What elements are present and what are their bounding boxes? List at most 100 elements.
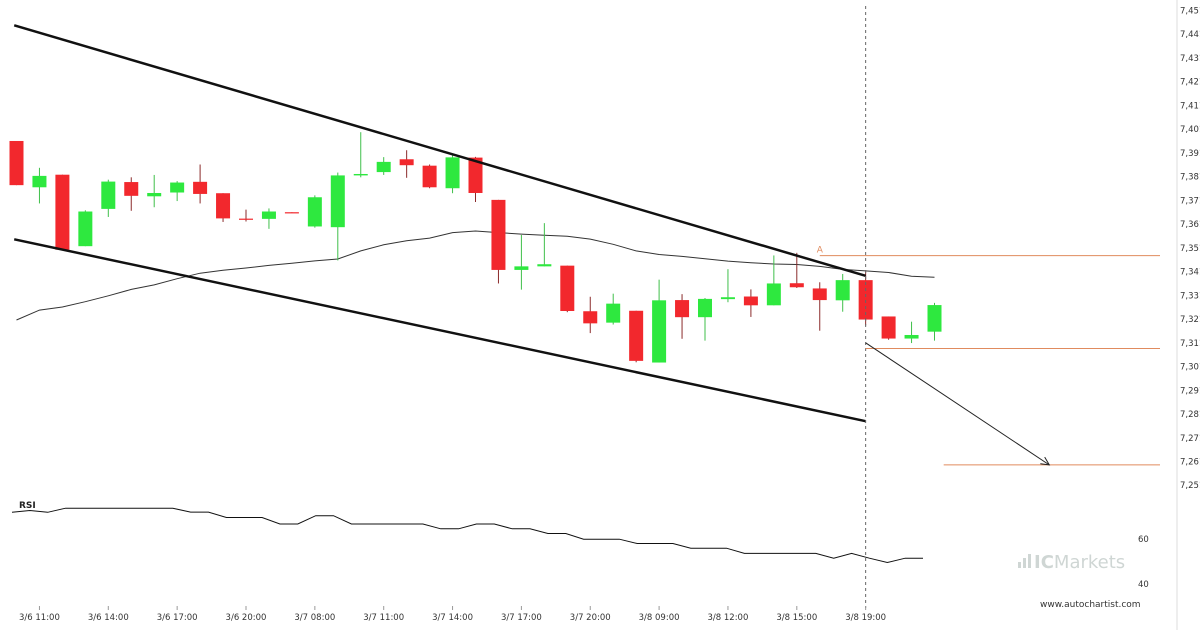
channel-lower-line bbox=[13, 238, 866, 423]
candle-body bbox=[629, 310, 644, 361]
candle-body bbox=[652, 300, 667, 363]
candle-body bbox=[858, 280, 873, 320]
time-tick-label: 3/7 11:00 bbox=[363, 613, 404, 623]
rsi-panel: RSI 60 40 bbox=[11, 501, 1149, 590]
bars-icon bbox=[1018, 554, 1031, 568]
candle bbox=[422, 164, 437, 189]
price-tick-label: 7,341.3238 bbox=[1180, 268, 1200, 278]
moving-average-line bbox=[16, 230, 935, 321]
candle bbox=[675, 294, 690, 339]
price-tick-label: 7,391.3238 bbox=[1180, 149, 1200, 159]
candle bbox=[261, 208, 276, 229]
candle bbox=[743, 289, 758, 317]
time-tick-label: 3/7 20:00 bbox=[570, 613, 611, 623]
candle-body bbox=[353, 173, 368, 176]
candle-body bbox=[147, 192, 162, 197]
price-tick-label: 7,321.3238 bbox=[1180, 315, 1200, 325]
candle-body bbox=[32, 175, 47, 188]
time-tick-label: 3/8 12:00 bbox=[708, 613, 749, 623]
candle bbox=[330, 172, 345, 261]
candle-body bbox=[284, 212, 299, 214]
projection-arrow-head bbox=[1040, 456, 1051, 466]
candle-body bbox=[239, 218, 253, 220]
price-tick-label: 7,381.3238 bbox=[1180, 173, 1200, 183]
price-tick-label: 7,421.3238 bbox=[1180, 78, 1200, 88]
candle-body bbox=[835, 280, 850, 301]
price-tick-label: 7,451.3238 bbox=[1180, 6, 1200, 16]
price-tick-label: 7,291.3238 bbox=[1180, 386, 1200, 396]
price-tick-label: 7,251.3238 bbox=[1180, 481, 1200, 491]
candle bbox=[652, 279, 667, 363]
candle-body bbox=[904, 334, 919, 339]
candle-body bbox=[766, 283, 781, 306]
watermark: www.autochartist.com bbox=[1040, 600, 1141, 610]
price-tick-label: 7,441.3238 bbox=[1180, 30, 1200, 40]
candle-body bbox=[330, 175, 345, 228]
price-tick-label: 7,261.3238 bbox=[1180, 457, 1200, 467]
candle-body bbox=[55, 174, 70, 250]
candle bbox=[399, 150, 414, 178]
candle bbox=[560, 265, 575, 313]
brand-name: ICMarkets bbox=[1034, 552, 1125, 573]
candle-body bbox=[537, 264, 552, 267]
candle bbox=[147, 174, 162, 208]
candle bbox=[629, 310, 644, 363]
candle-body bbox=[468, 157, 483, 193]
candle bbox=[55, 174, 70, 250]
moving-average bbox=[16, 230, 935, 321]
candle-body bbox=[881, 316, 896, 339]
time-tick-label: 3/8 15:00 bbox=[776, 613, 817, 623]
candle bbox=[376, 157, 391, 175]
candle-body bbox=[560, 265, 575, 312]
candle bbox=[101, 179, 116, 217]
candle bbox=[858, 270, 873, 326]
candle-body bbox=[491, 199, 506, 270]
price-tick-label: 7,271.3238 bbox=[1180, 434, 1200, 444]
candle bbox=[239, 209, 253, 222]
candle-body bbox=[78, 211, 93, 247]
time-tick-label: 3/6 11:00 bbox=[19, 613, 60, 623]
time-tick-label: 3/8 09:00 bbox=[639, 613, 680, 623]
price-axis: 7,451.3238 7,441.3238 7,431.3238 7,421.3238… bbox=[1180, 6, 1200, 491]
candle bbox=[835, 273, 850, 312]
candle bbox=[904, 321, 919, 344]
candle-body bbox=[216, 193, 231, 219]
price-tick-label: 7,401.3238 bbox=[1180, 125, 1200, 135]
brand-suffix: Markets bbox=[1054, 552, 1125, 573]
projection-arrow-line bbox=[865, 342, 1050, 466]
price-tick-label: 7,311.3238 bbox=[1180, 339, 1200, 349]
time-tick-label: 3/6 17:00 bbox=[157, 613, 198, 623]
candle bbox=[812, 282, 827, 331]
candle bbox=[720, 269, 735, 303]
candle-body bbox=[514, 266, 529, 270]
rsi-line bbox=[11, 507, 923, 564]
candle-body bbox=[675, 300, 690, 318]
time-tick-label: 3/6 14:00 bbox=[88, 613, 129, 623]
candle-body bbox=[698, 298, 712, 318]
candle bbox=[307, 195, 322, 228]
candle bbox=[284, 212, 299, 214]
candle bbox=[216, 193, 231, 222]
candle bbox=[881, 316, 896, 340]
candle-body bbox=[720, 297, 735, 300]
candle bbox=[124, 177, 139, 211]
rsi-title: RSI bbox=[19, 501, 36, 511]
candle-body bbox=[9, 140, 24, 186]
candle-body bbox=[101, 181, 116, 209]
candle-body bbox=[124, 182, 139, 196]
rsi-tick-label: 60 bbox=[1138, 535, 1149, 545]
candle bbox=[193, 164, 208, 204]
candle bbox=[170, 181, 185, 202]
time-axis: 3/6 11:00 3/6 14:00 3/6 17:00 3/6 20:00 3/7 … bbox=[19, 606, 886, 623]
candle bbox=[927, 302, 942, 341]
candle bbox=[606, 293, 621, 325]
candle-body bbox=[170, 182, 185, 193]
time-tick-label: 3/8 19:00 bbox=[845, 613, 886, 623]
candle bbox=[32, 167, 47, 204]
candle-body bbox=[743, 296, 758, 306]
candle-body bbox=[307, 197, 322, 227]
candle bbox=[445, 153, 460, 194]
time-tick-label: 3/7 14:00 bbox=[432, 613, 473, 623]
